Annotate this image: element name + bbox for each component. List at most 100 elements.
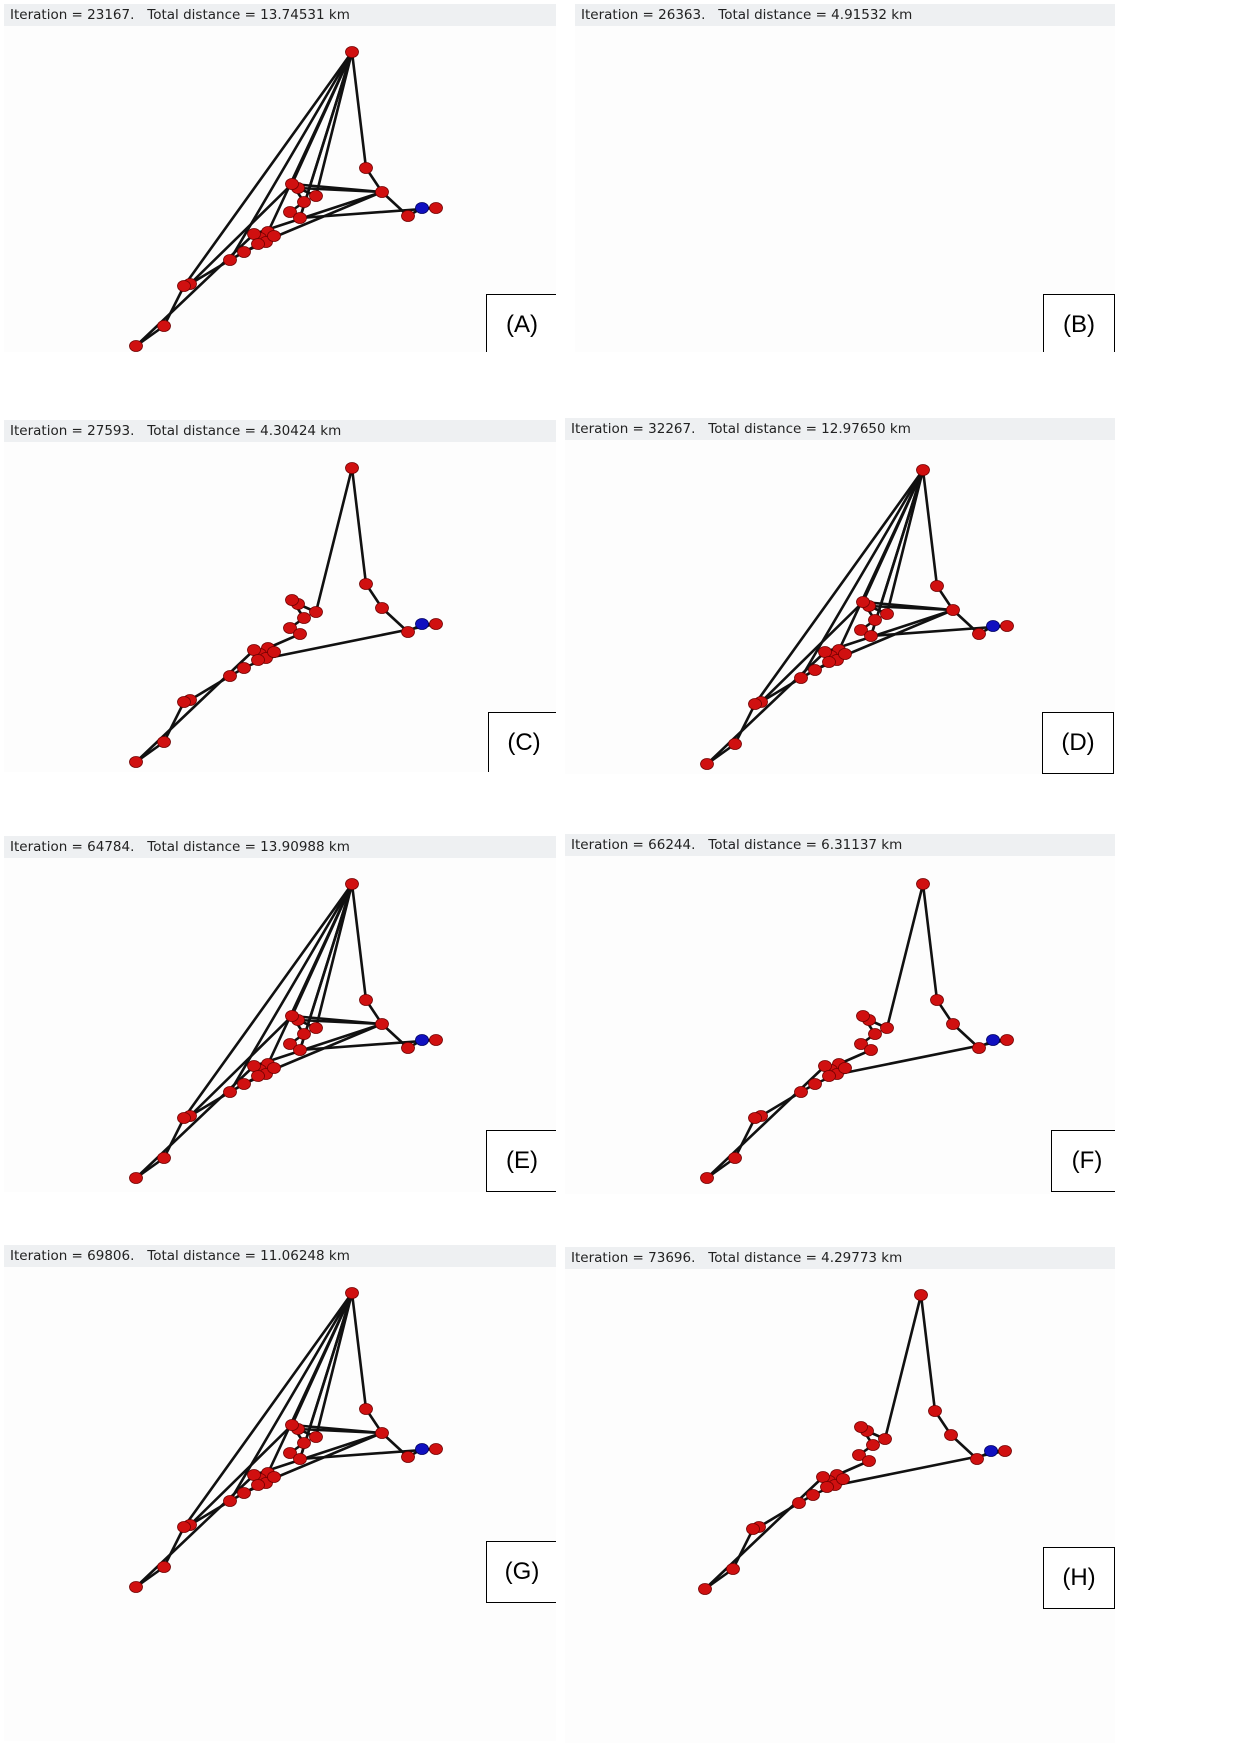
depot-node <box>415 618 429 630</box>
route-edge <box>228 1291 354 1503</box>
city-node <box>429 1034 443 1046</box>
route-edge <box>162 284 186 328</box>
city-node <box>157 736 171 748</box>
route-edge <box>759 600 865 704</box>
city-node <box>267 1471 281 1483</box>
route-graph <box>129 46 443 352</box>
city-node <box>726 1563 740 1575</box>
city-node <box>866 1439 880 1451</box>
route-edge <box>228 50 354 262</box>
route-edge <box>314 882 354 1030</box>
city-node <box>223 1495 237 1507</box>
city-node <box>822 1070 836 1082</box>
route-edge <box>921 468 939 588</box>
city-node <box>856 596 870 608</box>
city-node <box>237 662 251 674</box>
panel-b: Iteration = 26363. Total distance = 4.91… <box>575 4 1115 352</box>
city-node <box>880 608 894 620</box>
route-edge <box>188 1423 294 1527</box>
city-node <box>223 670 237 682</box>
city-node <box>285 178 299 190</box>
depot-node <box>415 202 429 214</box>
city-node <box>746 1523 760 1535</box>
route-edge <box>298 50 354 220</box>
city-node <box>251 238 265 250</box>
route-edge <box>252 1431 384 1477</box>
city-node <box>359 162 373 174</box>
city-node <box>401 210 415 222</box>
route-graph <box>129 1287 443 1593</box>
route-edge <box>252 1022 384 1068</box>
city-node <box>700 1172 714 1184</box>
route-edge <box>921 882 939 1002</box>
panel-e: Iteration = 64784. Total distance = 13.9… <box>4 836 556 1192</box>
route-canvas <box>565 856 1115 1194</box>
route-edge <box>919 1293 937 1413</box>
status-header: Iteration = 69806. Total distance = 11.0… <box>4 1245 556 1267</box>
route-edge <box>869 624 1009 638</box>
panel-label: (F) <box>1051 1130 1115 1192</box>
route-edge <box>733 1116 757 1160</box>
city-node <box>345 462 359 474</box>
city-node <box>916 878 930 890</box>
city-node <box>247 644 261 656</box>
city-node <box>177 696 191 708</box>
route-edge <box>290 1291 354 1427</box>
city-node <box>177 1521 191 1533</box>
route-canvas <box>4 1267 556 1741</box>
city-node <box>283 622 297 634</box>
city-node <box>429 202 443 214</box>
panel-c: Iteration = 27593. Total distance = 4.30… <box>4 420 556 772</box>
depot-node <box>415 1034 429 1046</box>
city-node <box>946 604 960 616</box>
status-header: Iteration = 73696. Total distance = 4.29… <box>565 1247 1115 1269</box>
route-edge <box>314 1291 354 1439</box>
city-node <box>794 672 808 684</box>
panel-label: (H) <box>1043 1547 1115 1609</box>
city-node <box>157 1561 171 1573</box>
panel-label: (E) <box>486 1130 556 1192</box>
city-node <box>700 758 714 770</box>
route-edge <box>885 468 925 616</box>
route-edge <box>883 1293 923 1441</box>
city-node <box>375 1427 389 1439</box>
city-node <box>251 654 265 666</box>
city-node <box>854 1421 868 1433</box>
city-node <box>237 1078 251 1090</box>
city-node <box>1000 1034 1014 1046</box>
status-header: Iteration = 64784. Total distance = 13.9… <box>4 836 556 858</box>
route-edge <box>182 882 354 1120</box>
city-node <box>880 1022 894 1034</box>
city-node <box>836 1473 850 1485</box>
city-node <box>359 994 373 1006</box>
city-node <box>792 1497 806 1509</box>
city-node <box>247 228 261 240</box>
city-node <box>878 1433 892 1445</box>
route-edge <box>290 882 354 1018</box>
status-header: Iteration = 27593. Total distance = 4.30… <box>4 420 556 442</box>
city-node <box>309 1431 323 1443</box>
route-graph <box>129 878 443 1184</box>
route-edge <box>314 466 354 614</box>
city-node <box>429 618 443 630</box>
city-node <box>129 1581 143 1593</box>
depot-node <box>984 1445 998 1457</box>
route-edge <box>228 882 354 1094</box>
city-node <box>401 1451 415 1463</box>
city-node <box>818 1060 832 1072</box>
status-header: Iteration = 26363. Total distance = 4.91… <box>575 4 1115 26</box>
panel-label: (A) <box>486 294 556 352</box>
route-canvas <box>4 442 556 772</box>
city-node <box>309 1022 323 1034</box>
route-edge <box>799 468 925 680</box>
city-node <box>177 280 191 292</box>
route-canvas <box>575 26 1115 352</box>
city-node <box>285 1010 299 1022</box>
route-edge <box>290 1014 384 1026</box>
city-node <box>267 230 281 242</box>
panel-d: Iteration = 32267. Total distance = 12.9… <box>565 418 1115 774</box>
city-node <box>285 1419 299 1431</box>
panel-g: Iteration = 69806. Total distance = 11.0… <box>4 1245 556 1741</box>
city-node <box>748 698 762 710</box>
city-node <box>972 628 986 640</box>
